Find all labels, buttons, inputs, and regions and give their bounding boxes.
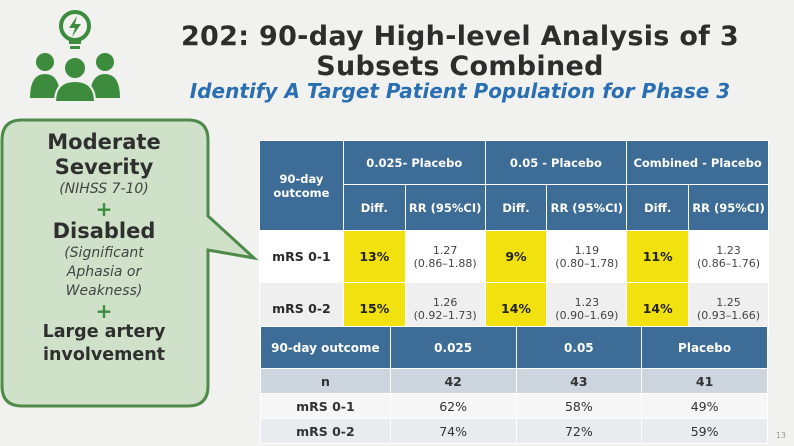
row-label: mRS 0-1 xyxy=(259,230,344,283)
rr-header: RR (95%CI) xyxy=(404,184,486,231)
bolt-icon xyxy=(69,16,81,37)
value-cell: 42 xyxy=(389,368,517,394)
slide-number: 13 xyxy=(775,431,786,440)
plus-sign-1: + xyxy=(95,197,113,221)
table-row: mRS 0-2 74% 72% 59% xyxy=(260,418,768,444)
target-population-criteria: Moderate Severity (NIHSS 7-10) + Disable… xyxy=(12,130,196,367)
group-header: 0.05 xyxy=(515,326,643,369)
criteria-large-artery: Large artery xyxy=(42,322,166,342)
criteria-sig-3: Weakness) xyxy=(65,283,143,299)
value-cell: 41 xyxy=(641,368,768,394)
value-cell: 43 xyxy=(515,368,643,394)
value-cell: 58% xyxy=(515,393,643,419)
row-label: mRS 0-2 xyxy=(260,418,391,444)
group-header: 0.05 - Placebo xyxy=(484,140,628,185)
diff-header: Diff. xyxy=(484,184,548,231)
bulb-icon xyxy=(59,10,91,42)
rr-cell: 1.23 (0.86–1.76) xyxy=(688,230,769,283)
rr-cell: 1.19 (0.80–1.78) xyxy=(546,230,628,283)
value-cell: 74% xyxy=(389,418,517,444)
criteria-moderate: Moderate xyxy=(47,130,161,154)
diff-cell: 9% xyxy=(484,230,548,283)
difference-table: 90-day outcome 0.025- Placebo 0.05 - Pla… xyxy=(259,140,769,335)
table-row: mRS 0-1 13% 1.27 (0.86–1.88) 9% 1.19 (0.80… xyxy=(259,230,769,283)
table-row: mRS 0-1 62% 58% 49% xyxy=(260,393,768,419)
outcome-header: 90-day outcome xyxy=(259,140,344,231)
title-line-2: Subsets Combined xyxy=(316,51,604,82)
criteria-disabled: Disabled xyxy=(52,219,156,243)
value-cell: 72% xyxy=(515,418,643,444)
rr-cell: 1.27 (0.86–1.88) xyxy=(404,230,486,283)
row-label: n xyxy=(260,368,391,394)
value-cell: 59% xyxy=(641,418,768,444)
criteria-involvement: involvement xyxy=(42,345,166,365)
rr-header: RR (95%CI) xyxy=(546,184,628,231)
page-title: 202: 90-day High-level Analysis of 3 Sub… xyxy=(150,22,770,82)
rates-table: 90-day outcome 0.025 0.05 Placebo n 42 4… xyxy=(260,326,768,444)
group-header: 0.025 xyxy=(389,326,517,369)
diff-cell: 11% xyxy=(626,230,690,283)
value-cell: 49% xyxy=(641,393,768,419)
criteria-nihss: (NIHSS 7-10) xyxy=(59,181,149,197)
rr-header: RR (95%CI) xyxy=(688,184,769,231)
group-header: 0.025- Placebo xyxy=(342,140,486,185)
page-subtitle: Identify A Target Patient Population for… xyxy=(189,79,731,103)
speech-bubble-shape xyxy=(0,118,259,408)
criteria-severity: Severity xyxy=(54,155,154,179)
row-label: mRS 0-1 xyxy=(260,393,391,419)
group-header: Combined - Placebo xyxy=(626,140,769,185)
lightbulb-team-icon xyxy=(30,10,120,102)
criteria-sig-1: (Significant xyxy=(64,245,144,261)
value-cell: 62% xyxy=(389,393,517,419)
plus-sign-2: + xyxy=(95,299,113,323)
criteria-sig-2: Aphasia or xyxy=(66,264,142,280)
outcome-header: 90-day outcome xyxy=(260,326,391,369)
table-row: n 42 43 41 xyxy=(260,368,768,394)
title-line-1: 202: 90-day High-level Analysis of 3 xyxy=(180,21,740,52)
group-header: Placebo xyxy=(641,326,768,369)
diff-header: Diff. xyxy=(342,184,406,231)
diff-header: Diff. xyxy=(626,184,690,231)
diff-cell: 13% xyxy=(342,230,406,283)
